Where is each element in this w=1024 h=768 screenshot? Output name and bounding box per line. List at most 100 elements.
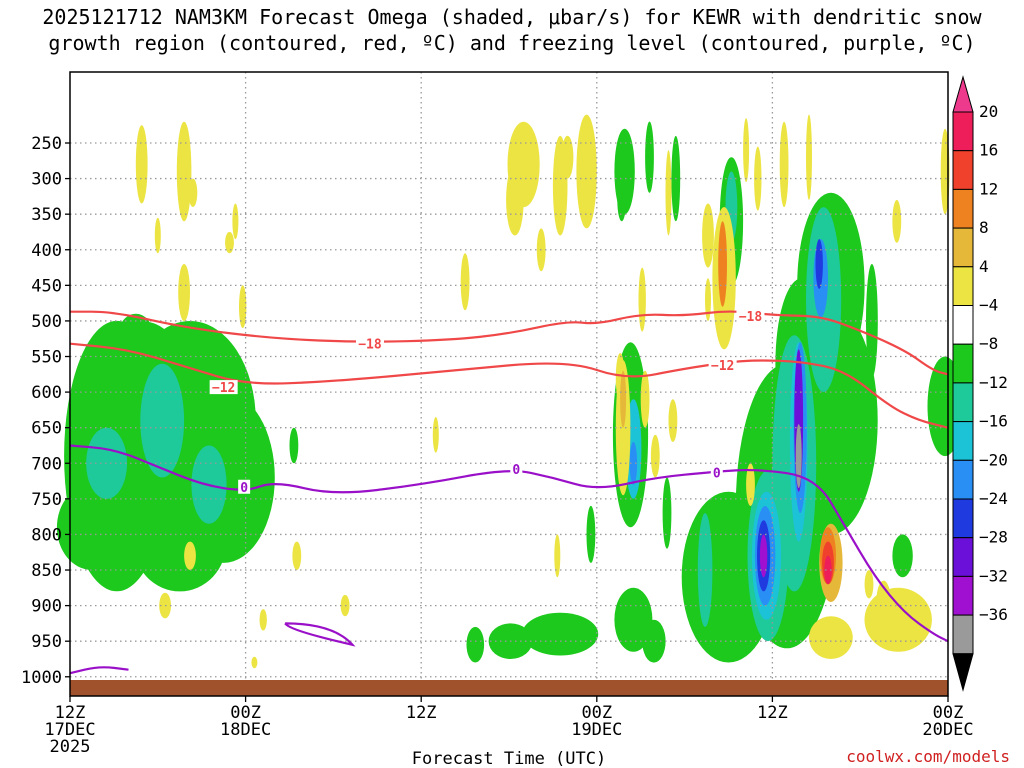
omega-cell-30	[86, 427, 128, 499]
omega-cell-59	[292, 541, 302, 570]
colorbar-label-8: −16	[979, 412, 1008, 431]
omega-cell-54	[232, 203, 239, 240]
omega-cell-46	[815, 239, 823, 289]
colorbar-swatch-2	[952, 188, 974, 229]
ytick-label-250: 250	[31, 134, 62, 154]
colorbar-swatch-5	[952, 305, 974, 345]
colorbar-swatch-13	[952, 614, 974, 655]
colorbar-swatch-12	[952, 575, 974, 616]
colorbar-label-2: 12	[979, 179, 998, 198]
gridlines	[70, 72, 948, 696]
x-axis-label: Forecast Time (UTC)	[412, 749, 606, 768]
omega-cell-50	[135, 125, 148, 204]
freezing-loop-segment	[284, 622, 356, 647]
colorbar-top-cap	[952, 75, 974, 113]
omega-cell-79	[702, 203, 714, 268]
title: 2025121712 NAM3KM Forecast Omega (shaded…	[42, 5, 982, 55]
omega-cell-52	[154, 217, 161, 254]
xtick-label-0-1: 12Z	[55, 703, 86, 723]
ytick-label-450: 450	[31, 276, 62, 296]
xtick-label-60-1: 00Z	[933, 703, 964, 723]
omega-cell-57	[188, 178, 198, 207]
colorbar-swatch-0	[952, 111, 974, 152]
contour-label-0: −18	[358, 338, 382, 353]
plot-area: −18 −18 −12 −12 0 0 0	[56, 71, 963, 697]
colorbar-label-10: −24	[979, 489, 1008, 508]
ytick-label-950: 950	[31, 632, 62, 652]
omega-cell-68	[561, 135, 574, 179]
ytick-label-600: 600	[31, 383, 62, 403]
contour-line-0	[69, 310, 949, 376]
title-line-2: growth region (contoured, red, ºC) and f…	[48, 31, 975, 55]
omega-cell-9	[617, 178, 627, 222]
contour-line-3	[69, 666, 129, 675]
omega-cell-63	[432, 417, 439, 453]
xtick-label-0-2: 17DEC	[44, 720, 95, 740]
omega-cell-48	[759, 534, 768, 578]
ytick-label-500: 500	[31, 312, 62, 332]
omega-cell-64	[251, 656, 258, 669]
plot-frame	[69, 71, 949, 697]
ytick-label-900: 900	[31, 597, 62, 617]
colorbar-swatch-1	[952, 150, 974, 190]
omega-cell-51	[176, 121, 192, 222]
omega-cell-93	[864, 570, 874, 599]
colorbar-swatch-4	[952, 266, 974, 306]
omega-cell-28	[866, 264, 878, 378]
contour-label-bg-1	[736, 308, 765, 323]
omega-cell-15	[522, 612, 599, 656]
omega-cell-10	[645, 121, 654, 193]
colorbar-swatch-7	[952, 382, 974, 423]
contour-label-bg-6	[710, 465, 723, 480]
omega-cell-96	[718, 221, 727, 307]
contour-label-bg-0	[355, 336, 384, 351]
colorbar-label-6: −8	[979, 334, 998, 353]
contour-line-1	[69, 342, 949, 429]
colorbar-label-9: −20	[979, 450, 1008, 469]
omega-cell-56	[225, 231, 234, 254]
ytick-label-550: 550	[31, 348, 62, 368]
contour-label-3: −12	[711, 359, 734, 374]
colorbar-label-7: −12	[979, 373, 1008, 392]
colorbar-label-3: 8	[979, 218, 989, 237]
omega-cell-77	[650, 434, 660, 478]
omega-cell-84	[754, 146, 762, 211]
omega-cell-78	[665, 150, 672, 236]
colorbar-label-11: −28	[979, 528, 1008, 547]
colorbar-label-5: −4	[979, 296, 998, 315]
omega-cell-49	[795, 424, 802, 489]
omega-cell-94	[620, 370, 627, 428]
omega-cell-99	[824, 555, 832, 585]
omega-cell-69	[576, 114, 597, 229]
omega-cell-58	[184, 541, 196, 570]
omega-cell-82	[743, 118, 750, 183]
omega-cell-66	[506, 164, 524, 236]
contour-label-bg-3	[708, 358, 737, 373]
omega-cell-88	[668, 399, 678, 442]
ytick-label-800: 800	[31, 525, 62, 545]
xtick-label-0-3: 2025	[50, 737, 91, 757]
ytick-label-1000: 1000	[21, 668, 62, 688]
ground	[70, 680, 948, 696]
ytick-label-300: 300	[31, 170, 62, 190]
omega-cell-91	[809, 616, 853, 659]
contour-label-4: 0	[240, 481, 248, 496]
contour-label-bg-5	[510, 461, 523, 476]
colorbar-label-13: −36	[979, 605, 1008, 624]
xtick-label-12-1: 00Z	[230, 703, 261, 723]
title-line-1: 2025121712 NAM3KM Forecast Omega (shaded…	[42, 5, 982, 29]
y-axis: 250 300 350 400 450 500 550 600 650 700 750 800 850 9…	[21, 134, 70, 688]
contour-line-2	[69, 444, 949, 643]
xtick-label-36-2: 19DEC	[571, 720, 622, 740]
ytick-label-400: 400	[31, 241, 62, 261]
contour-label-1: −18	[739, 310, 763, 325]
omega-cell-4	[56, 484, 128, 570]
omega-cell-6	[118, 313, 154, 357]
credit-text: coolwx.com/models	[846, 747, 1010, 766]
omega-cell-13	[662, 477, 672, 549]
colorbar-bottom-cap	[952, 653, 974, 692]
omega-cell-17	[466, 626, 485, 663]
omega-cell-7	[289, 427, 299, 464]
